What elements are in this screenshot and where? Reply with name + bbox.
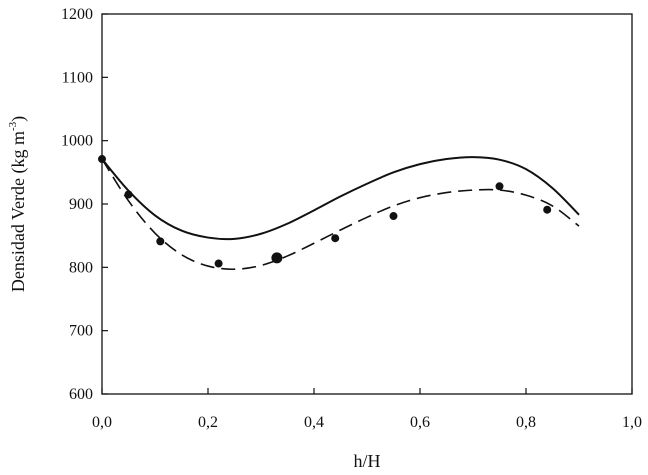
solid-curve-line xyxy=(101,156,580,241)
x-tick-label: 0,6 xyxy=(410,414,430,431)
y-tick-label: 700 xyxy=(69,323,93,340)
x-tick-label: 0,0 xyxy=(92,414,112,431)
axis-ticks xyxy=(101,13,633,395)
y-tick-label: 600 xyxy=(69,386,93,403)
dashed-curve-line xyxy=(101,158,580,271)
x-tick-labels: 0,0 0,2 0,4 0,6 0,8 1,0 xyxy=(92,414,642,431)
y-axis-title-main: Densidad Verde (kg m xyxy=(8,131,29,292)
data-point xyxy=(389,212,398,221)
data-points xyxy=(98,155,552,268)
series-lines xyxy=(101,156,580,271)
x-tick-label: 0,8 xyxy=(516,414,536,431)
y-tick-labels: 600 700 800 900 1000 1100 1200 xyxy=(61,6,93,403)
x-tick-label: 0,4 xyxy=(304,414,324,431)
data-point xyxy=(331,234,340,243)
y-axis-title-close: ) xyxy=(8,116,29,122)
data-point xyxy=(124,190,133,199)
x-axis-title: h/H xyxy=(354,451,381,471)
y-tick-label: 1000 xyxy=(61,133,93,150)
data-point xyxy=(543,205,552,214)
data-point xyxy=(271,252,283,264)
x-tick-label: 1,0 xyxy=(622,414,642,431)
y-tick-label: 800 xyxy=(69,259,93,276)
data-point xyxy=(495,182,504,191)
y-tick-label: 1100 xyxy=(62,69,93,86)
plot-frame xyxy=(101,13,633,395)
data-point xyxy=(156,237,165,246)
y-axis-title-sup: -3 xyxy=(7,121,19,131)
x-tick-label: 0,2 xyxy=(198,414,218,431)
y-tick-label: 1200 xyxy=(61,6,93,23)
data-point xyxy=(214,259,223,268)
y-tick-label: 900 xyxy=(69,196,93,213)
y-axis-title: Densidad Verde (kg m-3) xyxy=(7,116,29,292)
